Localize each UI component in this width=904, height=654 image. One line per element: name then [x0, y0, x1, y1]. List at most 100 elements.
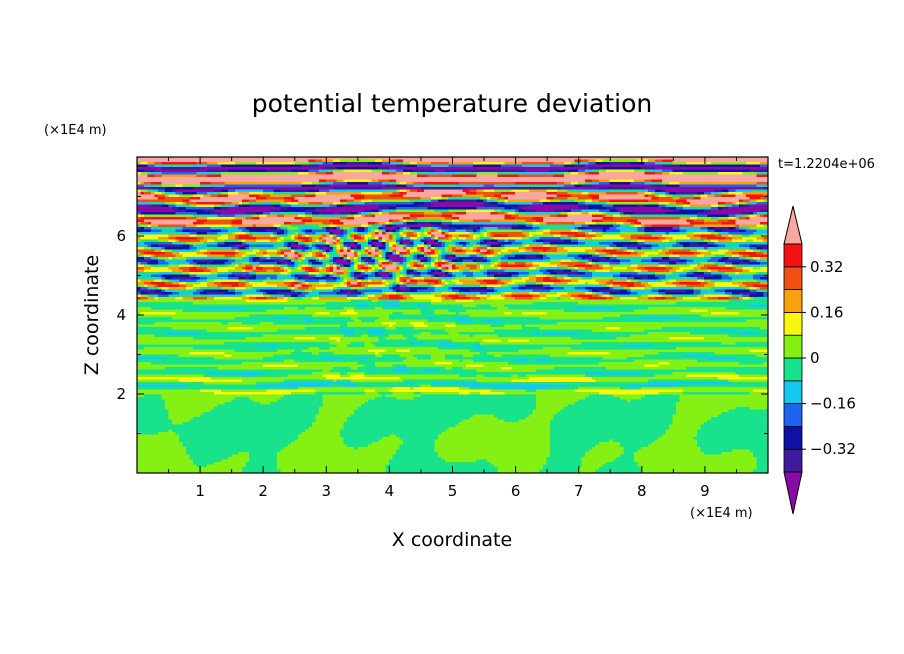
field-cell	[424, 274, 429, 278]
field-cell	[158, 272, 173, 276]
field-cell	[245, 232, 250, 236]
field-cell	[364, 214, 373, 218]
field-cell	[315, 254, 320, 258]
field-cell	[756, 287, 761, 291]
field-cell	[410, 247, 415, 251]
field-cell	[312, 182, 320, 186]
field-cell	[284, 199, 292, 203]
field-cell	[599, 252, 607, 256]
field-cell	[662, 169, 674, 173]
field-cell	[137, 254, 142, 258]
field-cell	[515, 209, 520, 213]
field-cell	[445, 279, 453, 283]
field-cell	[546, 269, 555, 273]
field-cell	[466, 192, 478, 196]
field-cell	[294, 277, 299, 281]
field-cell	[361, 237, 366, 241]
field-cell	[210, 252, 236, 256]
field-cell	[137, 397, 163, 401]
field-cell	[525, 209, 537, 213]
field-cell	[287, 247, 292, 251]
field-cell	[417, 267, 425, 271]
field-cell	[217, 244, 229, 248]
field-cell	[536, 282, 544, 286]
field-cell	[637, 192, 646, 196]
field-cell	[312, 257, 317, 261]
field-cell	[242, 374, 257, 378]
field-cell	[693, 287, 712, 291]
field-cell	[501, 292, 506, 296]
field-cell	[441, 294, 450, 298]
field-cell	[756, 172, 768, 176]
field-cell	[543, 232, 551, 236]
field-cell	[613, 297, 621, 301]
field-cell	[382, 394, 387, 398]
field-cell	[256, 297, 268, 301]
field-cell	[284, 294, 292, 298]
field-cell	[172, 277, 194, 281]
field-cell	[326, 182, 334, 186]
field-cell	[392, 222, 397, 226]
field-cell	[749, 244, 758, 248]
field-cell	[413, 327, 523, 331]
field-cell	[270, 254, 282, 258]
field-cell	[333, 289, 341, 293]
field-cell	[588, 192, 607, 196]
field-cell	[424, 189, 464, 193]
field-cell	[301, 249, 306, 253]
field-cell	[732, 204, 740, 208]
field-cell	[669, 427, 702, 431]
field-cell	[721, 287, 740, 291]
field-cell	[172, 207, 180, 211]
field-cell	[294, 284, 303, 288]
field-cell	[249, 277, 257, 281]
field-cell	[256, 199, 285, 203]
field-cell	[620, 327, 663, 331]
field-cell	[280, 397, 324, 401]
field-cell	[735, 217, 740, 221]
field-cell	[308, 282, 320, 286]
field-cell	[396, 289, 401, 293]
field-cell	[277, 249, 282, 253]
field-cell	[329, 369, 373, 373]
field-cell	[235, 267, 243, 271]
field-cell	[312, 267, 317, 271]
field-cell	[543, 272, 551, 276]
field-cell	[711, 312, 740, 316]
field-cell	[403, 262, 408, 266]
field-cell	[504, 207, 513, 211]
field-cell	[343, 244, 348, 248]
field-cell	[140, 162, 149, 166]
field-cell	[308, 277, 317, 281]
field-cell	[494, 264, 499, 268]
field-cell	[375, 262, 380, 266]
field-cell	[634, 459, 758, 463]
field-cell	[452, 247, 457, 251]
field-cell	[641, 294, 649, 298]
field-cell	[196, 162, 208, 166]
field-cell	[476, 254, 481, 258]
field-cell	[399, 244, 404, 248]
field-cell	[725, 202, 733, 206]
field-cell	[406, 227, 411, 231]
field-cell	[697, 242, 709, 246]
field-cell	[389, 294, 401, 298]
field-cell	[287, 284, 292, 288]
field-cell	[396, 189, 401, 193]
field-cell	[592, 259, 600, 263]
field-cell	[333, 269, 345, 273]
field-cell	[396, 272, 401, 276]
field-cell	[466, 247, 471, 251]
field-cell	[179, 194, 194, 198]
field-cell	[452, 264, 457, 268]
field-cell	[137, 212, 142, 216]
field-cell	[294, 359, 404, 363]
field-cell	[280, 382, 355, 386]
field-cell	[434, 449, 551, 453]
field-cell	[385, 259, 390, 263]
field-cell	[291, 294, 299, 298]
field-cell	[333, 287, 338, 291]
field-cell	[445, 272, 450, 276]
field-cell	[483, 224, 513, 228]
field-cell	[221, 192, 229, 196]
